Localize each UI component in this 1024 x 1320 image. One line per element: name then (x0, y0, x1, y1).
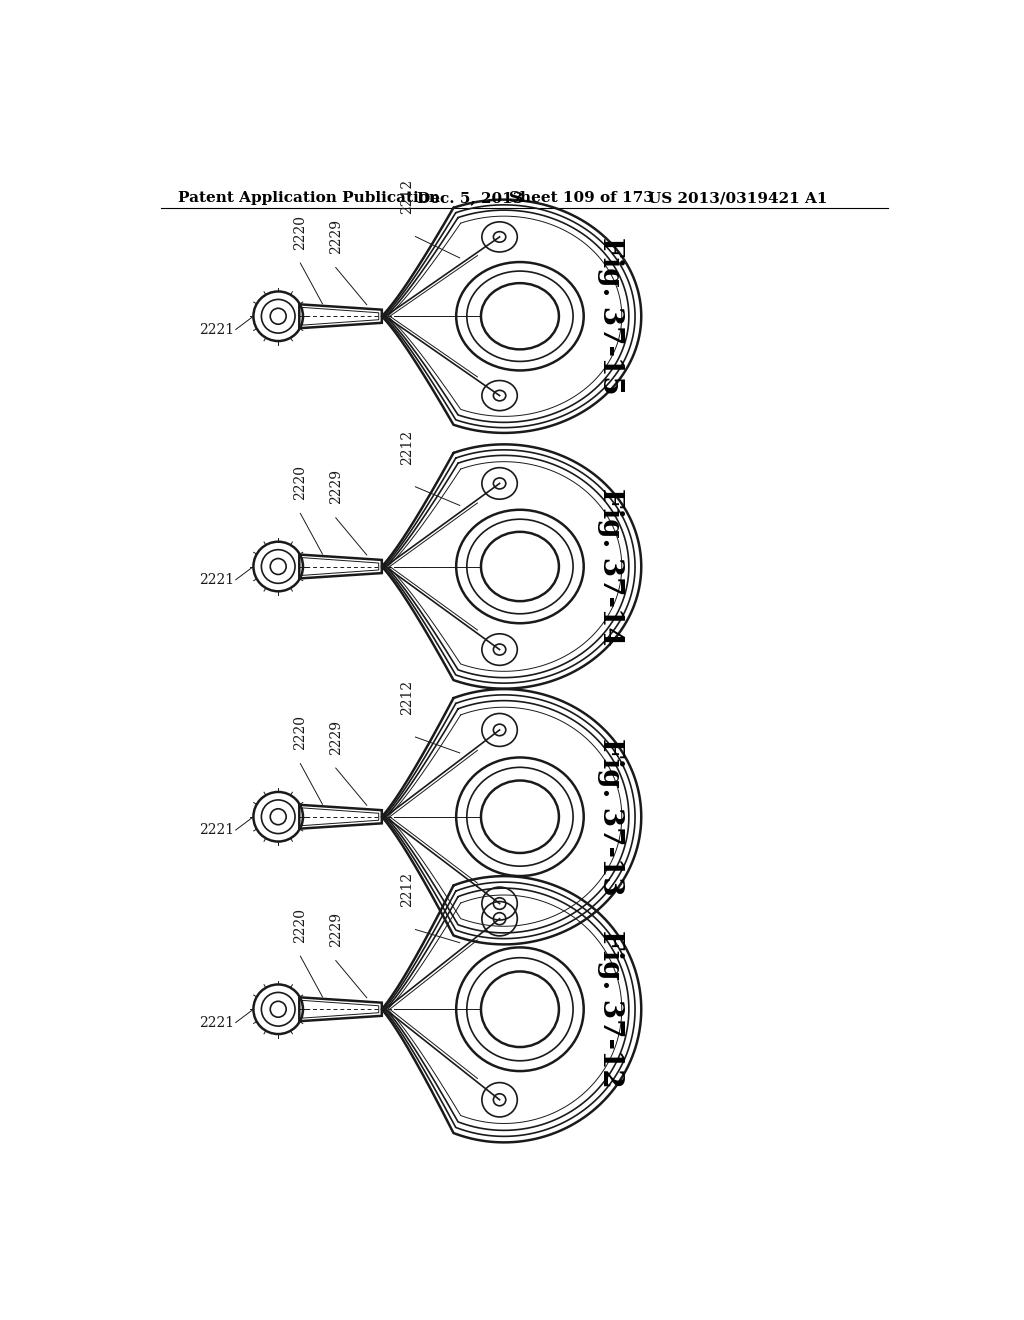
Text: Patent Application Publication: Patent Application Publication (178, 191, 440, 206)
Text: 2212: 2212 (399, 873, 414, 907)
Text: 2221: 2221 (199, 824, 233, 837)
Text: 2220: 2220 (293, 908, 307, 942)
Text: 2229: 2229 (329, 912, 343, 946)
Text: Fig. 37-14: Fig. 37-14 (597, 487, 624, 645)
Text: Fig. 37-12: Fig. 37-12 (597, 931, 624, 1088)
Text: 2229: 2229 (329, 470, 343, 504)
Text: 2220: 2220 (293, 715, 307, 750)
Text: 2212: 2212 (399, 180, 414, 214)
Text: Fig. 37-15: Fig. 37-15 (597, 238, 624, 395)
Text: Dec. 5, 2013: Dec. 5, 2013 (417, 191, 523, 206)
Text: 2229: 2229 (329, 219, 343, 253)
Text: 2221: 2221 (199, 573, 233, 587)
Text: US 2013/0319421 A1: US 2013/0319421 A1 (648, 191, 827, 206)
Text: 2220: 2220 (293, 215, 307, 249)
Text: 2220: 2220 (293, 465, 307, 500)
Text: Sheet 109 of 173: Sheet 109 of 173 (509, 191, 654, 206)
Text: Fig. 37-13: Fig. 37-13 (597, 738, 624, 895)
Text: 2212: 2212 (399, 680, 414, 714)
Text: 2229: 2229 (329, 719, 343, 755)
Text: 2212: 2212 (399, 429, 414, 465)
Text: 2221: 2221 (199, 1015, 233, 1030)
Text: 2221: 2221 (199, 322, 233, 337)
